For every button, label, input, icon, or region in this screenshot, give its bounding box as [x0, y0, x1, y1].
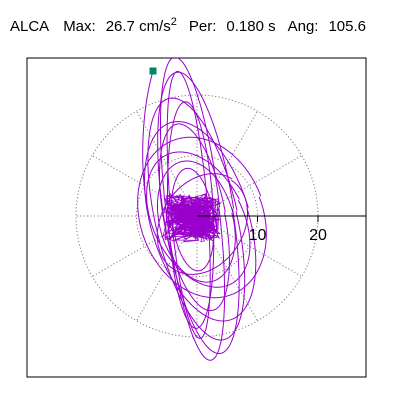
radial-tick-label-0: 10 — [249, 227, 267, 244]
radial-tick-label-1: 20 — [309, 227, 327, 244]
start-marker — [149, 67, 157, 75]
max-unit-exponent: 2 — [170, 16, 177, 28]
period-label: Per: — [188, 18, 217, 35]
max-label: Max: — [63, 18, 96, 35]
orbit-loop-9 — [157, 160, 236, 283]
plot-header: ALCA Max: 26.7 cm/s2 Per: 0.180 s Ang: 105.6 — [10, 16, 366, 38]
orbit-start-segment — [142, 70, 154, 221]
max-value: 26.7 cm/s — [105, 18, 171, 35]
orbit-loop-2 — [147, 97, 246, 341]
radial-axis: 10 20 — [197, 215, 366, 244]
orbit-loop-6 — [137, 136, 267, 299]
orbit-loop-8 — [146, 151, 251, 288]
orbit-loop-4 — [144, 120, 257, 322]
particle-motion-trace — [137, 58, 267, 361]
station-code: ALCA — [10, 18, 50, 35]
orbit-core — [162, 192, 222, 243]
orbit-loop-10 — [156, 173, 248, 275]
angle-label: Ang: — [287, 18, 319, 35]
orbit-loop-0 — [160, 58, 226, 361]
orbit-loop-5 — [159, 123, 231, 312]
angle-value: 105.6 — [328, 18, 366, 35]
period-value: 0.180 s — [226, 18, 276, 35]
